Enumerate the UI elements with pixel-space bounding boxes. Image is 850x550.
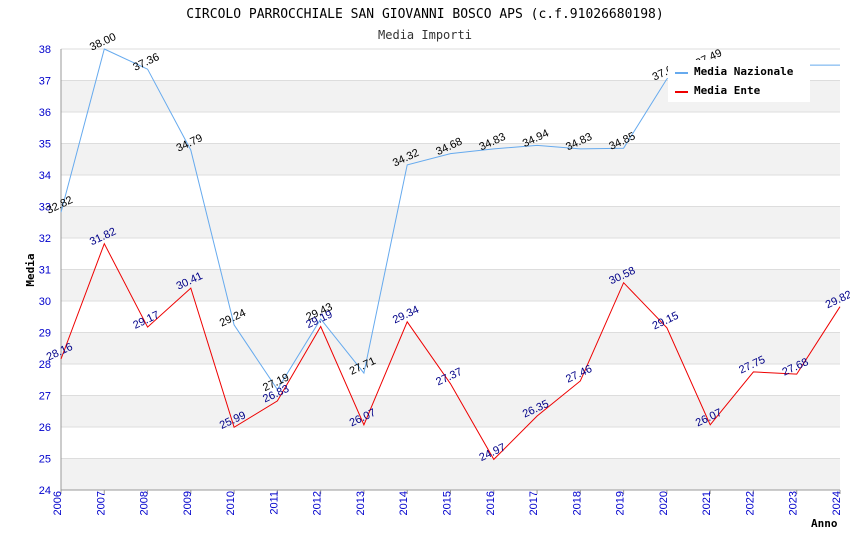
y-tick-label: 24	[39, 485, 51, 497]
grid-band	[61, 143, 840, 175]
x-tick-label: 2016	[485, 491, 497, 515]
y-tick-labels: 24 25 26 27 28 29 30 31 32 33 34 35 36 37 38	[39, 44, 51, 497]
y-tick-label: 25	[39, 454, 51, 466]
legend: Media Nazionale Media Ente	[668, 60, 810, 102]
legend-box	[668, 60, 810, 102]
x-tick-label: 2018	[571, 491, 583, 515]
x-tick-label: 2023	[788, 491, 800, 515]
x-tick-label: 2014	[398, 491, 410, 515]
data-label: 37.36	[131, 51, 161, 74]
x-tick-labels: 2006 2007 2008 2009 2010 2011 2012 2013 2014 2015…	[52, 490, 843, 515]
legend-label-nazionale: Media Nazionale	[694, 65, 794, 78]
x-tick-label: 2007	[95, 491, 107, 515]
data-label: 29.17	[131, 309, 161, 332]
y-tick-label: 34	[39, 170, 51, 182]
y-tick-label: 38	[39, 44, 51, 56]
grid-bands	[61, 80, 840, 490]
data-label: 29.34	[391, 304, 421, 327]
chart-title: CIRCOLO PARROCCHIALE SAN GIOVANNI BOSCO …	[186, 7, 663, 22]
data-label: 38.00	[88, 31, 118, 54]
grid-band	[61, 269, 840, 301]
data-label: 29.15	[651, 310, 681, 333]
x-tick-label: 2011	[268, 491, 280, 515]
y-tick-label: 30	[39, 296, 51, 308]
x-tick-label: 2022	[744, 491, 756, 515]
y-tick-label: 29	[39, 328, 51, 340]
y-tick-label: 35	[39, 139, 51, 151]
y-tick-label: 27	[39, 391, 51, 403]
x-tick-label: 2010	[225, 491, 237, 515]
y-tick-label: 28	[39, 359, 51, 371]
x-tick-label: 2024	[831, 491, 843, 515]
x-tick-label: 2009	[182, 491, 194, 515]
x-tick-label: 2012	[312, 491, 324, 515]
series-line-ente	[60, 242, 841, 461]
x-tick-label: 2021	[701, 491, 713, 515]
grid-band	[61, 206, 840, 238]
y-tick-label: 31	[39, 265, 51, 277]
y-tick-label: 26	[39, 422, 51, 434]
x-axis-label: Anno	[811, 517, 838, 530]
chart-subtitle: Media Importi	[378, 28, 472, 42]
y-axis-label: Media	[24, 253, 37, 286]
y-tick-label: 33	[39, 202, 51, 214]
x-tick-label: 2019	[615, 491, 627, 515]
y-tick-label: 37	[39, 76, 51, 88]
x-tick-label: 2013	[355, 491, 367, 515]
x-tick-label: 2015	[442, 491, 454, 515]
x-tick-label: 2017	[528, 491, 540, 515]
data-label: 27.37	[434, 366, 464, 389]
grid-band	[61, 395, 840, 427]
legend-label-ente: Media Ente	[694, 84, 761, 97]
y-tick-label: 32	[39, 233, 51, 245]
y-tick-label: 36	[39, 107, 51, 119]
x-tick-label: 2006	[52, 491, 64, 515]
x-tick-label: 2008	[139, 491, 151, 515]
grid-band	[61, 458, 840, 490]
x-tick-label: 2020	[658, 491, 670, 515]
grid-band	[61, 332, 840, 364]
data-label: 29.24	[218, 307, 248, 330]
